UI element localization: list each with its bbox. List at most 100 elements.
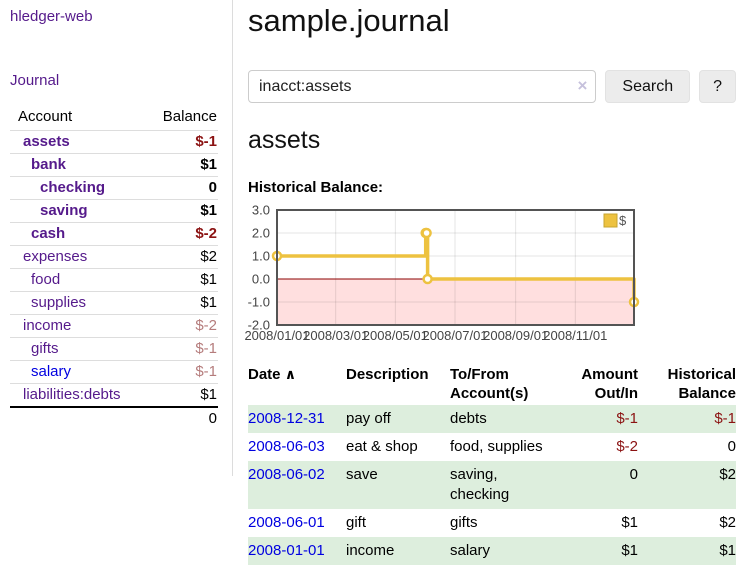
- account-link[interactable]: checking: [40, 179, 106, 196]
- transaction-date-link[interactable]: 2008-06-01: [248, 514, 325, 532]
- chart-title: Historical Balance:: [248, 179, 384, 197]
- accounts-total-balance: 0: [208, 410, 217, 427]
- historical-balance-chart: 3.0 2.0 1.0 0.0 -1.0 -2.02008/01/012008/03/01…: [244, 205, 640, 343]
- help-button[interactable]: ?: [699, 70, 736, 104]
- transaction-accounts: gifts: [450, 514, 478, 532]
- account-balance: $1: [200, 271, 217, 288]
- page-title: sample.journal: [248, 3, 450, 38]
- account-row: income $-2: [10, 314, 218, 338]
- account-name-cell: bank: [10, 154, 149, 177]
- account-name-cell: income: [10, 315, 149, 338]
- register-header-balance: Historical Balance: [667, 366, 736, 403]
- transaction-amount: $-1: [616, 410, 638, 428]
- account-link[interactable]: salary: [31, 363, 72, 380]
- transaction-date-link[interactable]: 2008-12-31: [248, 410, 325, 428]
- sort-asc-icon: ∧: [284, 366, 297, 383]
- transaction-date-cell: 2008-06-02: [248, 461, 346, 509]
- account-heading: assets: [248, 126, 321, 155]
- clear-search-icon[interactable]: ×: [577, 76, 588, 96]
- account-row: liabilities:debts $1: [10, 383, 218, 408]
- y-tick-label: 0.0: [252, 272, 270, 287]
- search-box: ×: [248, 70, 597, 104]
- account-row: food $1: [10, 268, 218, 292]
- transaction-date-link[interactable]: 2008-06-02: [248, 466, 325, 484]
- account-balance: $2: [200, 248, 217, 265]
- transaction-date-link[interactable]: 2008-06-03: [248, 438, 325, 456]
- sidebar-item-journal[interactable]: Journal: [10, 72, 60, 89]
- search-button[interactable]: Search: [605, 70, 691, 104]
- register-header-row: Date ∧ Description To/From Account(s) Am…: [248, 363, 736, 405]
- x-tick-label: 2008/07/01: [422, 328, 487, 343]
- account-name-cell: liabilities:debts: [10, 384, 149, 408]
- transaction-balance: $1: [719, 542, 736, 560]
- account-name-cell: cash: [10, 223, 149, 246]
- transaction-description: income: [346, 542, 395, 560]
- app-brand-link[interactable]: hledger-web: [10, 8, 93, 25]
- data-point: [421, 227, 432, 239]
- transaction-description: gift: [346, 514, 367, 532]
- account-name-cell: checking: [10, 177, 149, 200]
- x-tick-label: 2008/01/01: [244, 328, 309, 343]
- y-tick-label: 3.0: [252, 205, 270, 218]
- y-tick-label: 2.0: [252, 226, 270, 241]
- transaction-date-cell: 2008-06-03: [248, 433, 346, 461]
- account-link[interactable]: income: [23, 317, 72, 334]
- data-point: [422, 273, 433, 285]
- search-form: × Search ?: [248, 70, 736, 104]
- transaction-balance: 0: [727, 438, 736, 456]
- transaction-accounts: salary: [450, 542, 491, 560]
- account-link[interactable]: cash: [31, 225, 66, 242]
- register-table: Date ∧ Description To/From Account(s) Am…: [248, 363, 736, 566]
- account-row: cash $-2: [10, 222, 218, 246]
- account-name-cell: supplies: [10, 292, 149, 315]
- negative-region: [278, 279, 633, 325]
- account-balance: $-1: [195, 363, 217, 380]
- y-tick-label: 1.0: [252, 249, 270, 264]
- accounts-table: Account Balance assets $-1 bank $1 check…: [10, 107, 218, 430]
- account-link[interactable]: food: [31, 271, 61, 288]
- transaction-description: eat & shop: [346, 438, 418, 456]
- transaction-accounts: debts: [450, 410, 487, 428]
- accounts-header-account: Account: [18, 108, 73, 125]
- transaction-balance: $2: [719, 514, 736, 532]
- account-balance: 0: [208, 179, 217, 196]
- account-link[interactable]: bank: [31, 156, 67, 173]
- account-name-cell: assets: [10, 131, 149, 154]
- transaction-date-cell: 2008-12-31: [248, 405, 346, 433]
- account-link[interactable]: expenses: [23, 248, 88, 265]
- transaction-date-cell: 2008-01-01: [248, 537, 346, 565]
- account-name-cell: food: [10, 269, 149, 292]
- accounts-total-row: 0: [10, 407, 218, 430]
- transaction-accounts: food, supplies: [450, 438, 543, 456]
- transaction-row: 2008-12-31 pay off debts $-1 $-1: [248, 405, 736, 434]
- account-link[interactable]: saving: [40, 202, 88, 219]
- x-tick-label: 2008/03/01: [303, 328, 368, 343]
- register-header-accounts: To/From Account(s): [450, 366, 529, 403]
- account-balance: $1: [200, 202, 217, 219]
- account-link[interactable]: liabilities:debts: [23, 386, 121, 403]
- account-row: expenses $2: [10, 245, 218, 269]
- transaction-amount: $1: [621, 542, 638, 560]
- transaction-date-cell: 2008-06-01: [248, 509, 346, 537]
- account-link[interactable]: supplies: [31, 294, 87, 311]
- account-balance: $1: [200, 294, 217, 311]
- account-name-cell: expenses: [10, 246, 149, 269]
- x-tick-label: 2008/05/01: [363, 328, 428, 343]
- search-input[interactable]: [248, 70, 597, 104]
- account-balance: $-2: [195, 317, 217, 334]
- accounts-total-spacer: [10, 407, 149, 430]
- transaction-row: 2008-06-02 save saving, checking 0 $2: [248, 461, 736, 510]
- transaction-amount: 0: [629, 466, 638, 484]
- account-name-cell: gifts: [10, 338, 149, 361]
- transaction-description: save: [346, 466, 378, 484]
- account-link[interactable]: gifts: [31, 340, 59, 357]
- transaction-date-link[interactable]: 2008-01-01: [248, 542, 325, 560]
- account-name-cell: saving: [10, 200, 149, 223]
- main-content: sample.journal × Search ? assets Histori…: [233, 0, 742, 566]
- account-balance: $-1: [195, 133, 217, 150]
- account-name-cell: salary: [10, 361, 149, 384]
- transaction-balance: $-1: [714, 410, 736, 428]
- account-row: bank $1: [10, 153, 218, 177]
- accounts-header-balance: Balance: [162, 108, 217, 125]
- account-link[interactable]: assets: [23, 133, 70, 150]
